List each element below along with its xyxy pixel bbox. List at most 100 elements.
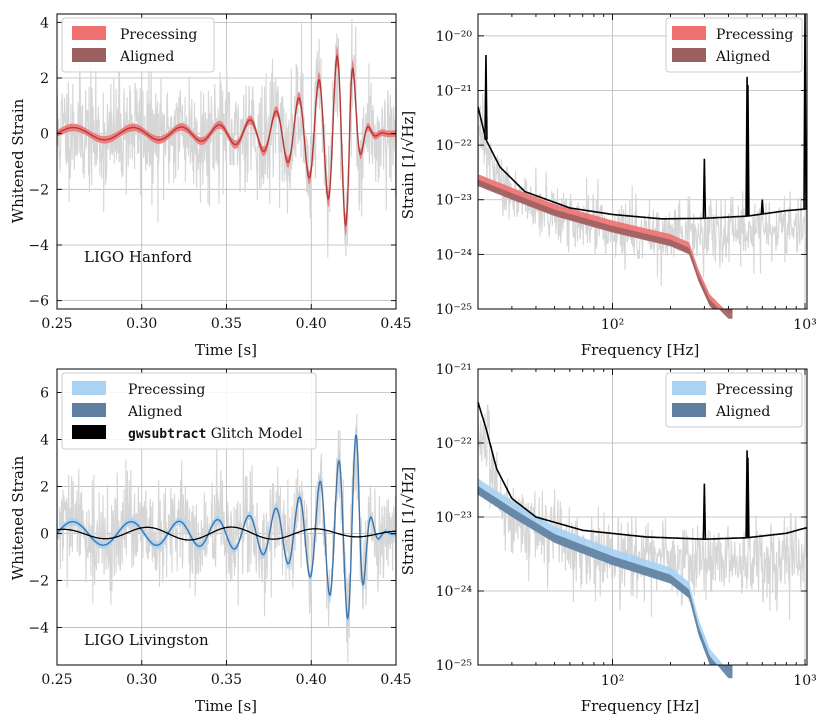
spectral-line (760, 199, 765, 215)
hanford-time-panel: 0.25 0.30 0.35 0.40 0.45 4 2 0 −2 −4 −6 Precessing… (9, 13, 412, 359)
aligned-band (478, 179, 733, 319)
legend-glitch-text: Glitch Model (211, 426, 303, 442)
y-tick-label: 10⁻²¹ (436, 83, 472, 99)
legend-label-aligned: Aligned (715, 404, 770, 420)
whitened-data-trace (56, 413, 397, 663)
x-tick-label: 0.35 (211, 316, 242, 332)
y-tick-label: −4 (28, 238, 49, 254)
legend-swatch-precessing (72, 26, 106, 40)
hanford-psd-panel: 10² 10³ 10⁻²⁰ 10⁻²¹ 10⁻²² 10⁻²³ 10⁻²⁴ 10⁻²⁵ Pre… (399, 13, 817, 359)
detector-label: LIGO Hanford (84, 248, 192, 266)
y-tick-label: 10⁻²³ (436, 510, 472, 526)
aligned-band (478, 485, 733, 679)
legend-label-aligned: Aligned (715, 49, 770, 65)
y-tick-label: 10⁻²³ (436, 193, 472, 209)
livingston-psd-asd (477, 402, 807, 541)
y-tick-label: 10⁻²⁴ (436, 584, 473, 600)
x-tick-label: 0.30 (126, 672, 157, 688)
legend-swatch-precessing (672, 26, 706, 40)
y-tick-label: 6 (40, 385, 49, 401)
y-tick-label: 10⁻²² (436, 138, 472, 154)
livingston-time-ticks: 0.25 0.30 0.35 0.40 0.45 6 4 2 0 −2 −4 (28, 369, 412, 688)
x-tick-label: 0.45 (380, 672, 411, 688)
hanford-psd-ticks: 10² 10³ 10⁻²⁰ 10⁻²¹ 10⁻²² 10⁻²³ 10⁻²⁴ 10⁻²⁵ (436, 14, 817, 333)
livingston-psd-signal (478, 478, 733, 679)
hanford-psd-frame (477, 13, 808, 310)
x-axis-title: Frequency [Hz] (581, 697, 700, 715)
y-axis-title: Whitened Strain (9, 98, 27, 223)
y-axis-title: Strain [1/√Hz] (399, 111, 417, 220)
x-tick-label: 10² (601, 673, 624, 689)
livingston-psd-legend: Precessing Aligned (665, 372, 803, 428)
y-tick-label: 10⁻²⁵ (436, 302, 473, 318)
x-tick-label: 0.35 (211, 672, 242, 688)
legend-box (61, 372, 317, 450)
legend-label-aligned: Aligned (127, 404, 182, 420)
spectral-line (702, 158, 707, 219)
legend-swatch-aligned (672, 403, 706, 417)
x-axis-title: Frequency [Hz] (581, 341, 700, 359)
legend-label-aligned: Aligned (119, 49, 174, 65)
precessing-band (57, 424, 396, 628)
legend-swatch-aligned (672, 48, 706, 62)
y-tick-label: 4 (40, 432, 49, 448)
livingston-glitch-model (56, 526, 396, 541)
hanford-time-waveform (56, 46, 396, 236)
y-tick-label: 2 (40, 479, 49, 495)
x-tick-label: 0.25 (41, 672, 72, 688)
spectral-line (746, 85, 750, 217)
x-axis-title: Time [s] (195, 697, 257, 715)
asd-curve (477, 106, 807, 220)
hanford-psd-signal (478, 174, 733, 319)
y-tick-label: −4 (28, 620, 49, 636)
y-tick-label: 10⁻²⁴ (436, 247, 473, 263)
livingston-time-legend: Precessing Aligned gwsubtract Glitch Mod… (61, 372, 317, 450)
livingston-psd-ticks: 10² 10³ 10⁻²¹ 10⁻²² 10⁻²³ 10⁻²⁴ 10⁻²⁵ (436, 362, 817, 689)
y-tick-label: 0 (40, 127, 49, 143)
y-tick-label: 10⁻²¹ (436, 362, 472, 378)
aligned-band (56, 434, 397, 621)
aligned-band (56, 54, 396, 228)
x-tick-label: 0.40 (296, 316, 327, 332)
legend-swatch-aligned (72, 48, 106, 62)
legend-swatch-aligned (72, 403, 106, 417)
livingston-time-whitened-data (56, 413, 397, 663)
spectral-line (702, 483, 707, 540)
livingston-time-waveform (56, 424, 397, 628)
legend-gwsubtract: gwsubtract (128, 427, 206, 442)
legend-label-glitch: gwsubtract Glitch Model (128, 426, 303, 442)
legend-label-precessing: Precessing (120, 27, 197, 43)
legend-swatch-precessing (72, 381, 106, 395)
x-tick-label: 10³ (793, 317, 816, 333)
x-tick-label: 0.25 (41, 316, 72, 332)
y-tick-label: 10⁻²² (436, 436, 472, 452)
x-tick-label: 0.40 (296, 672, 327, 688)
y-tick-label: −2 (28, 573, 49, 589)
legend-label-precessing: Precessing (716, 27, 793, 43)
y-tick-label: −2 (28, 182, 49, 198)
y-tick-label: 4 (40, 15, 49, 31)
x-tick-label: 0.30 (126, 316, 157, 332)
y-tick-label: −6 (28, 294, 49, 310)
x-axis-title: Time [s] (195, 341, 257, 359)
hanford-psd-legend: Precessing Aligned (665, 17, 803, 73)
hanford-psd-data (477, 93, 808, 286)
x-tick-label: 10² (601, 317, 624, 333)
y-tick-label: 2 (40, 71, 49, 87)
hanford-psd-asd (477, 13, 807, 220)
y-axis-title: Strain [1/√Hz] (399, 467, 417, 576)
legend-swatch-precessing (672, 381, 706, 395)
strain-spectrum (477, 93, 808, 286)
y-tick-label: 0 (40, 526, 49, 542)
legend-label-precessing: Precessing (716, 382, 793, 398)
x-tick-label: 10³ (793, 673, 816, 689)
y-axis-title: Whitened Strain (9, 455, 27, 580)
hanford-time-legend: Precessing Aligned (61, 17, 215, 73)
y-tick-label: 10⁻²⁵ (436, 658, 473, 674)
detector-label: LIGO Livingston (84, 631, 209, 649)
asd-curve (477, 402, 807, 541)
legend-swatch-glitch (72, 425, 106, 439)
livingston-time-panel: 0.25 0.30 0.35 0.40 0.45 6 4 2 0 −2 −4 Precessing … (9, 368, 412, 715)
spectral-line (746, 457, 750, 538)
